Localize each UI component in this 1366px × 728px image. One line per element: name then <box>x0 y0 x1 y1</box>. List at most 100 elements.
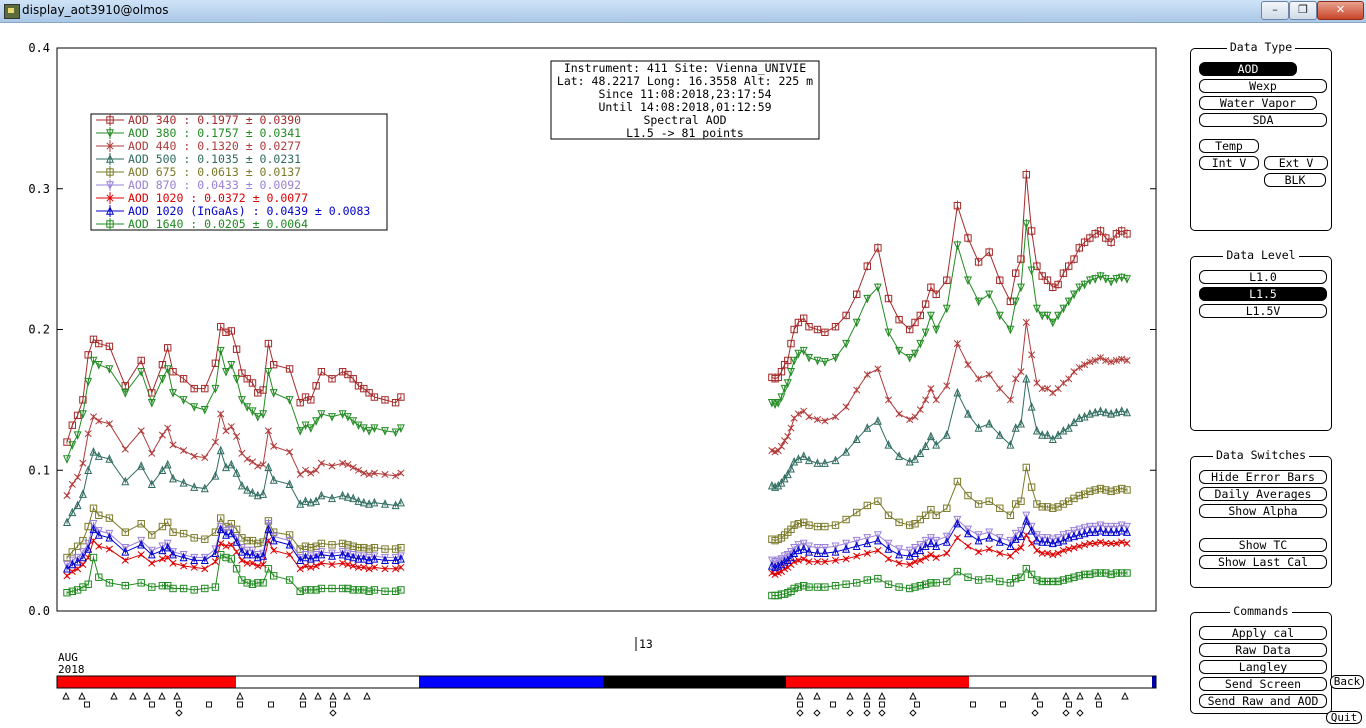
l1-5v-button[interactable]: L1.5V <box>1199 304 1327 318</box>
legend-marker <box>106 142 114 150</box>
aod-button[interactable]: AOD <box>1199 62 1297 76</box>
data-point <box>222 542 230 550</box>
data-point <box>1006 541 1015 550</box>
data-point <box>783 469 792 479</box>
data-point <box>216 522 225 532</box>
timeline-marker <box>314 691 322 700</box>
data-point <box>1059 304 1068 314</box>
timeline-marker <box>830 701 836 708</box>
hide-error-bars-button[interactable]: Hide Error Bars <box>1199 470 1327 484</box>
data-point <box>884 328 893 338</box>
data-point <box>180 562 188 570</box>
data-point <box>1006 440 1015 449</box>
data-point <box>1085 276 1094 286</box>
data-point <box>786 368 795 377</box>
data-point <box>84 522 92 531</box>
data-point <box>794 454 803 463</box>
data-point <box>105 365 114 374</box>
data-point <box>831 546 840 556</box>
data-point <box>927 505 935 514</box>
data-point <box>158 431 166 439</box>
close-button[interactable]: ✕ <box>1317 1 1364 20</box>
data-point <box>1059 379 1067 387</box>
temp-button[interactable]: Temp <box>1199 139 1259 153</box>
minimize-button[interactable]: – <box>1261 1 1289 20</box>
data-point <box>391 545 400 553</box>
data-point <box>1101 275 1110 284</box>
y-tick-label: 0.0 <box>28 604 50 618</box>
legend-marker <box>106 168 114 176</box>
data-point <box>799 539 808 549</box>
legend-label: AOD 1020 : 0.0372 ± 0.0077 <box>128 191 308 205</box>
wexp-button[interactable]: Wexp <box>1199 79 1327 93</box>
data-point <box>328 413 336 422</box>
raw-data-button[interactable]: Raw Data <box>1199 643 1327 657</box>
data-point <box>392 472 400 480</box>
daily-averages-button[interactable]: Daily Averages <box>1199 487 1327 501</box>
data-point <box>1123 527 1131 536</box>
data-point <box>884 580 893 588</box>
data-point <box>932 511 940 519</box>
data-point <box>338 410 347 419</box>
data-point <box>767 556 776 566</box>
send-screen-button[interactable]: Send Screen <box>1199 677 1327 691</box>
data-point <box>805 322 813 331</box>
legend-label: AOD 1640 : 0.0205 ± 0.0064 <box>128 217 308 231</box>
data-point <box>852 318 861 328</box>
water-vapor-button[interactable]: Water Vapor <box>1199 96 1317 110</box>
show-alpha-button[interactable]: Show Alpha <box>1199 504 1327 518</box>
data-point <box>975 548 983 556</box>
data-point <box>365 499 374 508</box>
data-point <box>813 356 822 366</box>
data-point <box>306 497 315 507</box>
data-point <box>1011 297 1020 307</box>
timeline-segment <box>1152 676 1156 688</box>
legend-label: AOD 1020 (InGaAs) : 0.0439 ± 0.0083 <box>128 204 370 218</box>
show-last-cal-button[interactable]: Show Last Cal <box>1199 555 1327 569</box>
data-point <box>1043 385 1052 393</box>
data-point <box>895 545 904 554</box>
data-point <box>927 551 935 559</box>
data-point <box>1070 368 1078 376</box>
data-point <box>254 539 262 548</box>
y-tick-label: 0.3 <box>28 182 50 196</box>
data-point <box>63 560 71 570</box>
data-point <box>1048 538 1057 548</box>
apply-cal-button[interactable]: Apply cal <box>1199 626 1327 640</box>
blk-button[interactable]: BLK <box>1264 173 1326 187</box>
data-point <box>365 427 374 436</box>
ext-v-button[interactable]: Ext V <box>1264 156 1328 170</box>
data-point <box>148 449 156 457</box>
data-point <box>227 327 236 335</box>
l1-0-button[interactable]: L1.0 <box>1199 270 1327 284</box>
data-point <box>179 551 188 560</box>
series-line <box>66 539 402 577</box>
data-point <box>767 480 776 490</box>
data-point <box>354 552 363 561</box>
l1-5-button[interactable]: L1.5 <box>1199 287 1327 301</box>
data-point <box>338 539 347 548</box>
data-point <box>201 454 209 462</box>
langley-button[interactable]: Langley <box>1199 660 1327 674</box>
info-level: L1.5 -> 81 points <box>626 126 744 140</box>
send-raw-and-aod-button[interactable]: Send Raw and AOD <box>1199 694 1327 708</box>
legend-marker <box>106 194 114 202</box>
sda-button[interactable]: SDA <box>1199 113 1327 127</box>
data-point <box>343 551 352 560</box>
maximize-button[interactable]: ❐ <box>1289 1 1317 20</box>
data-point <box>974 531 983 540</box>
quit-button[interactable]: Quit <box>1326 711 1362 724</box>
back-button[interactable]: Back <box>1330 675 1364 689</box>
timeline-bar[interactable] <box>56 675 1157 689</box>
show-tc-button[interactable]: Show TC <box>1199 538 1327 552</box>
timeline-marker <box>864 701 870 708</box>
data-point <box>381 499 389 508</box>
data-point <box>238 449 246 457</box>
int-v-button[interactable]: Int V <box>1199 156 1259 170</box>
data-point <box>863 262 871 270</box>
data-point <box>786 552 795 562</box>
data-point <box>985 370 993 379</box>
data-point <box>932 325 941 335</box>
data-point <box>343 549 352 559</box>
data-point <box>942 532 951 542</box>
